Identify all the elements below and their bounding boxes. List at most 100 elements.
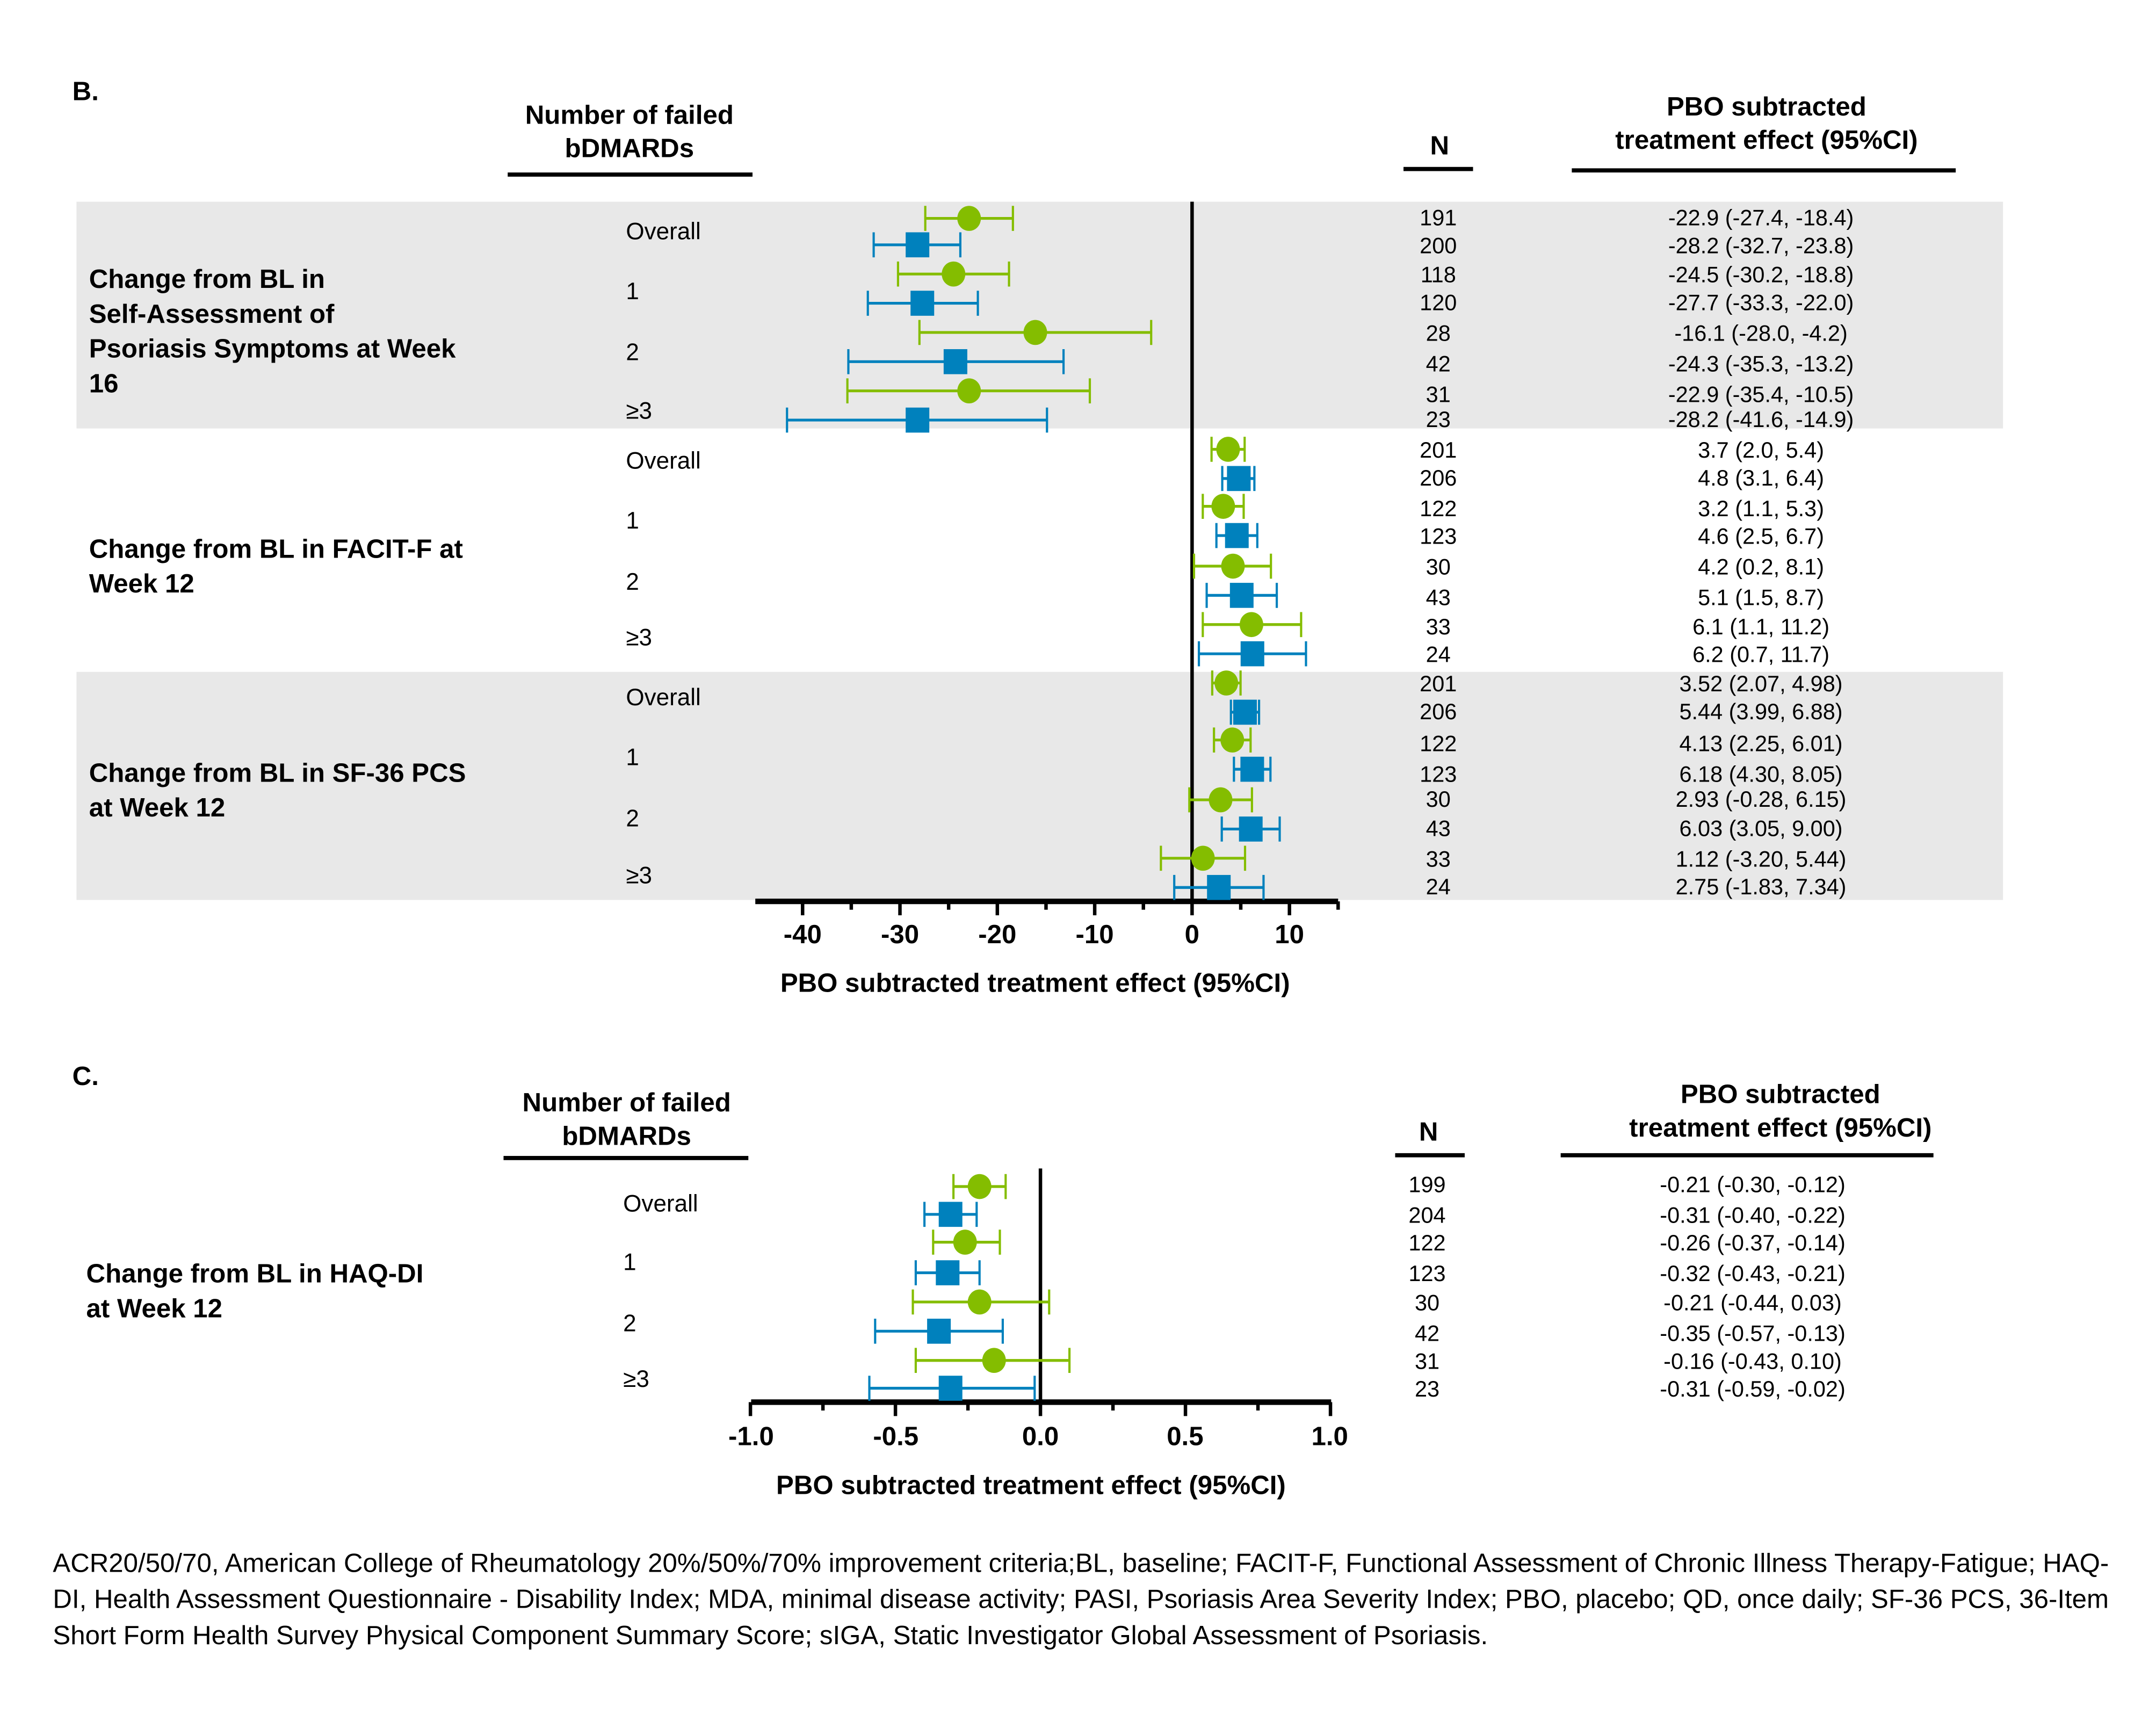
effect-ci-value: 2.93 (-0.28, 6.15) <box>1675 789 1847 813</box>
subgroup-label: 1 <box>626 744 639 771</box>
header-line: treatment effect (95%CI) <box>1615 126 1918 156</box>
x-tick-label: 0.0 <box>1022 1423 1059 1452</box>
estimate-square-marker <box>1225 523 1249 548</box>
estimate-square-marker <box>1227 466 1251 491</box>
n-value: 33 <box>1426 616 1451 640</box>
n-value: 42 <box>1426 353 1451 377</box>
estimate-square-marker <box>1229 583 1254 608</box>
effect-ci-value: -22.9 (-35.4, -10.5) <box>1668 384 1854 408</box>
panel-c-effect-header: PBO subtracted treatment effect (95%CI) <box>1572 1080 1989 1146</box>
panel-c-subgroup-header: Number of failed bDMARDs <box>498 1088 755 1154</box>
effect-ci-value: -0.31 (-0.40, -0.22) <box>1660 1204 1846 1228</box>
subgroup-label: 2 <box>626 339 639 366</box>
estimate-circle-marker <box>953 1230 977 1255</box>
effect-ci-value: 6.1 (1.1, 11.2) <box>1692 616 1830 640</box>
effect-ci-value: 5.1 (1.5, 8.7) <box>1698 587 1825 611</box>
subgroup-label: ≥3 <box>626 397 653 424</box>
subgroup-label: 2 <box>626 569 639 596</box>
estimate-circle-marker <box>1221 553 1245 579</box>
subgroup-label: Overall <box>623 1190 698 1217</box>
estimate-circle-marker <box>1209 787 1233 813</box>
outcome-line: at Week 12 <box>89 794 226 824</box>
effect-ci-value: -28.2 (-32.7, -23.8) <box>1668 235 1854 259</box>
footnote: ACR20/50/70, American College of Rheumat… <box>53 1549 2109 1651</box>
subgroup-label: Overall <box>626 218 701 245</box>
n-value: 204 <box>1408 1204 1446 1228</box>
subgroup-label: 2 <box>626 805 639 832</box>
estimate-circle-marker <box>942 261 966 287</box>
estimate-square-marker <box>906 407 930 433</box>
estimate-circle-marker <box>967 1289 992 1315</box>
outcome-line: at Week 12 <box>86 1295 223 1325</box>
subgroup-label: ≥3 <box>623 1366 649 1393</box>
estimate-square-marker <box>906 232 930 258</box>
n-value: 122 <box>1408 1232 1446 1256</box>
outcome-line: Change from BL in <box>89 265 325 295</box>
estimate-circle-marker <box>982 1348 1006 1373</box>
estimate-square-marker <box>1240 756 1264 782</box>
estimate-circle-marker <box>1023 320 1047 345</box>
effect-ci-value: -27.7 (-33.3, -22.0) <box>1668 292 1854 316</box>
header-line: treatment effect (95%CI) <box>1629 1114 1932 1144</box>
n-value: 123 <box>1408 1263 1446 1287</box>
n-value: 123 <box>1420 525 1457 549</box>
effect-ci-value: 2.75 (-1.83, 7.34) <box>1675 876 1847 900</box>
effect-ci-value: 4.13 (2.25, 6.01) <box>1679 733 1843 757</box>
n-value: 31 <box>1426 384 1451 408</box>
estimate-circle-marker <box>967 1174 992 1199</box>
effect-ci-value: -28.2 (-41.6, -14.9) <box>1668 409 1854 433</box>
x-tick-label: -30 <box>880 921 920 950</box>
header-line: PBO subtracted <box>1680 1081 1880 1110</box>
panel-b-subgroup-header: Number of failed bDMARDs <box>501 100 758 167</box>
estimate-square-marker <box>938 1202 963 1227</box>
subgroup-label: ≥3 <box>626 624 653 651</box>
n-value: 24 <box>1426 644 1451 668</box>
n-value: 23 <box>1414 1378 1440 1402</box>
outcome-line: Change from BL in FACIT-F at <box>89 536 463 565</box>
outcome-line: 16 <box>89 370 119 400</box>
n-value: 123 <box>1420 763 1457 787</box>
effect-ci-value: -0.26 (-0.37, -0.14) <box>1660 1232 1846 1256</box>
panel-c-n-header: N <box>1419 1118 1438 1148</box>
outcome-label-haqdi: Change from BL in HAQ-DI at Week 12 <box>86 1257 424 1327</box>
estimate-square-marker <box>938 1376 963 1401</box>
header-line: bDMARDs <box>565 135 694 164</box>
x-tick-label: -20 <box>978 921 1017 950</box>
estimate-circle-marker <box>1211 494 1235 519</box>
subgroup-label: Overall <box>626 447 701 475</box>
n-value: 122 <box>1420 498 1457 522</box>
effect-ci-value: 4.2 (0.2, 8.1) <box>1698 556 1825 580</box>
x-tick-label: -0.5 <box>873 1423 919 1452</box>
effect-ci-value: -0.35 (-0.57, -0.13) <box>1660 1322 1846 1347</box>
n-value: 200 <box>1420 235 1457 259</box>
panel-b-letter: B. <box>72 78 99 107</box>
n-value: 33 <box>1426 848 1451 872</box>
effect-ci-value: -0.32 (-0.43, -0.21) <box>1660 1263 1846 1287</box>
x-tick-label: -10 <box>1075 921 1114 950</box>
effect-ci-value: 1.12 (-3.20, 5.44) <box>1675 848 1847 872</box>
estimate-circle-marker <box>1191 845 1215 871</box>
outcome-label-psoriasis: Change from BL in Self-Assessment of Pso… <box>89 263 456 402</box>
band-outcome-3 <box>76 671 2003 900</box>
n-value: 206 <box>1420 701 1457 725</box>
outcome-line: Week 12 <box>89 570 194 600</box>
n-value: 28 <box>1426 322 1451 346</box>
outcome-label-facit: Change from BL in FACIT-F at Week 12 <box>89 533 463 602</box>
panel-c-letter: C. <box>72 1062 99 1092</box>
n-value: 201 <box>1420 439 1457 464</box>
n-value: 30 <box>1426 556 1451 580</box>
header-rule <box>1395 1153 1465 1158</box>
effect-ci-value: 6.18 (4.30, 8.05) <box>1679 763 1843 787</box>
estimate-square-marker <box>1233 699 1257 725</box>
n-value: 206 <box>1420 467 1457 491</box>
outcome-line: Psoriasis Symptoms at Week <box>89 335 456 365</box>
x-axis-title: PBO subtracted treatment effect (95%CI) <box>780 970 1290 999</box>
n-value: 30 <box>1414 1292 1440 1316</box>
x-tick-label: 10 <box>1275 921 1305 950</box>
subgroup-label: 1 <box>626 508 639 534</box>
n-value: 118 <box>1420 264 1456 288</box>
header-rule <box>1403 167 1473 171</box>
effect-ci-value: 4.6 (2.5, 6.7) <box>1698 525 1825 549</box>
